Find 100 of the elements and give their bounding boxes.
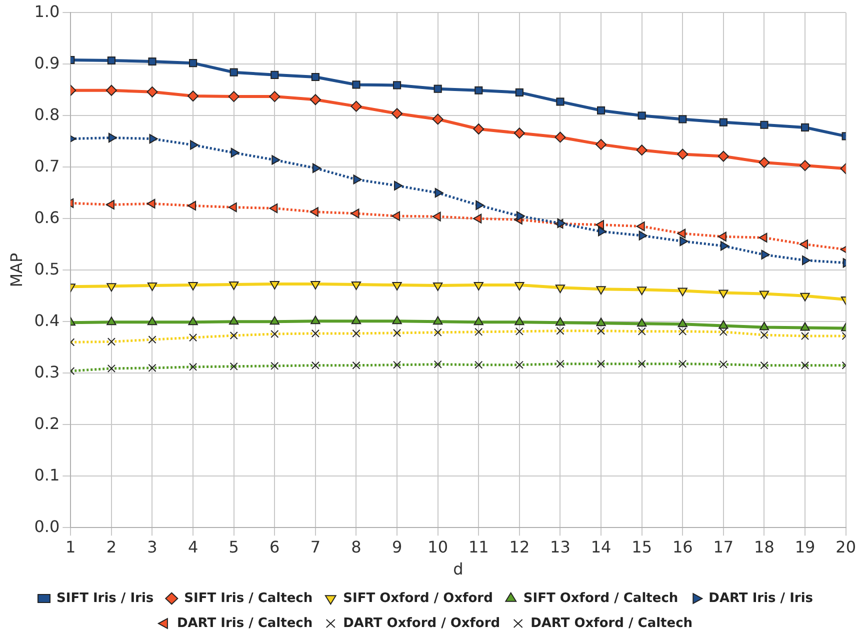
x-tick-label: 17 — [713, 537, 734, 556]
point — [146, 86, 158, 98]
point — [351, 316, 362, 324]
point — [636, 221, 645, 232]
point — [596, 220, 604, 230]
x-tick-label: 16 — [672, 537, 693, 556]
legend-label: DART Iris / Iris — [708, 590, 814, 606]
point — [761, 250, 770, 260]
point — [718, 320, 728, 329]
point — [228, 91, 240, 102]
legend-label: SIFT Oxford / Oxford — [343, 590, 493, 606]
point — [596, 318, 606, 326]
x-tick-label: 8 — [351, 537, 362, 556]
point — [474, 316, 484, 326]
y-tick-label: 0.1 — [34, 465, 60, 484]
legend-label: DART Oxford / Oxford — [343, 616, 500, 631]
point — [190, 140, 199, 150]
point — [760, 120, 768, 129]
point — [759, 290, 770, 300]
legend-label: SIFT Iris / Caltech — [184, 590, 313, 606]
point — [718, 232, 726, 242]
point — [270, 316, 280, 325]
point — [107, 56, 116, 65]
point — [106, 84, 117, 96]
point — [312, 163, 321, 173]
point — [433, 316, 443, 325]
y-axis-title: MAP — [6, 252, 26, 288]
y-tick-label: 0.6 — [34, 208, 60, 227]
point — [800, 123, 810, 132]
point — [269, 203, 278, 214]
point — [554, 132, 566, 143]
point — [230, 148, 240, 158]
point — [146, 198, 156, 208]
point — [515, 88, 524, 96]
x-tick-label: 5 — [228, 537, 239, 556]
point — [229, 316, 239, 325]
legend-label: DART Iris / Caltech — [176, 616, 313, 631]
point — [228, 202, 237, 212]
point — [230, 68, 238, 76]
x-tick-label: 9 — [392, 537, 402, 556]
point — [474, 86, 483, 94]
point — [596, 138, 607, 150]
y-tick-label: 0.8 — [34, 104, 60, 124]
x-tick-label: 15 — [632, 537, 652, 556]
point — [432, 212, 441, 222]
point — [353, 174, 362, 184]
point — [392, 108, 403, 120]
point — [758, 232, 768, 242]
point — [678, 318, 688, 328]
point — [680, 236, 688, 246]
x-tick-label: 14 — [590, 537, 612, 556]
point — [188, 90, 199, 102]
point — [555, 317, 566, 326]
point — [393, 81, 402, 90]
point — [719, 118, 728, 126]
point — [394, 180, 403, 190]
x-tick-label: 12 — [509, 537, 530, 556]
point — [800, 240, 808, 250]
x-tick-label: 3 — [147, 537, 158, 556]
point — [310, 94, 321, 106]
point — [352, 80, 360, 89]
point — [677, 228, 686, 238]
point — [556, 98, 564, 106]
point — [473, 214, 482, 224]
point — [473, 123, 484, 134]
point — [677, 148, 688, 160]
x-axis-title: d — [453, 560, 464, 579]
point — [514, 316, 524, 326]
point — [636, 144, 648, 156]
point — [514, 128, 525, 139]
y-tick-label: 1.0 — [34, 2, 60, 21]
point — [596, 106, 606, 114]
point — [720, 241, 729, 251]
x-tick-label: 11 — [468, 537, 489, 556]
point — [350, 100, 362, 112]
point — [108, 132, 117, 143]
y-tick-label: 0.0 — [34, 516, 60, 536]
point — [392, 316, 402, 324]
point — [638, 230, 648, 240]
legend-label: SIFT Oxford / Caltech — [523, 590, 678, 606]
point — [434, 188, 444, 198]
point — [476, 200, 484, 210]
point — [269, 91, 280, 102]
point — [188, 316, 198, 326]
point — [147, 316, 158, 326]
point — [759, 322, 770, 330]
x-tick-label: 4 — [188, 537, 198, 556]
legend-label: SIFT Iris / Iris — [56, 590, 154, 606]
point — [272, 155, 280, 165]
x-tick-label: 19 — [794, 537, 816, 556]
point — [149, 134, 158, 144]
x-tick-label: 2 — [106, 537, 117, 556]
x-tick-label: 1 — [66, 537, 76, 556]
point — [758, 156, 770, 168]
legend-label: DART Oxford / Caltech — [530, 616, 693, 631]
point — [270, 70, 279, 79]
y-tick-label: 0.4 — [34, 310, 60, 330]
x-tick-label: 10 — [428, 537, 448, 556]
point — [106, 316, 116, 326]
point — [800, 160, 811, 172]
